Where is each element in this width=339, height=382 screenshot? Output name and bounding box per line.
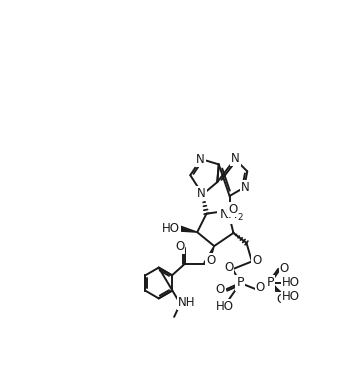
Text: P: P	[237, 277, 244, 290]
Text: O: O	[280, 262, 289, 275]
Text: P: P	[266, 277, 274, 290]
Text: O: O	[206, 254, 216, 267]
Text: O: O	[277, 293, 286, 306]
Text: O: O	[252, 254, 261, 267]
Text: O: O	[216, 283, 225, 296]
Text: N: N	[241, 181, 250, 194]
Text: N: N	[197, 187, 205, 200]
Text: N: N	[196, 152, 205, 165]
Text: O: O	[256, 281, 265, 294]
Polygon shape	[204, 246, 214, 265]
Polygon shape	[178, 226, 197, 232]
Text: O: O	[175, 240, 184, 253]
Text: N: N	[231, 152, 240, 165]
Text: NH: NH	[178, 296, 195, 309]
Text: HO: HO	[282, 277, 300, 290]
Text: HO: HO	[162, 222, 180, 235]
Text: HO: HO	[282, 290, 300, 303]
Text: NH$_2$: NH$_2$	[219, 208, 244, 223]
Text: O: O	[224, 261, 234, 274]
Text: O: O	[228, 202, 237, 215]
Text: HO: HO	[216, 300, 234, 313]
